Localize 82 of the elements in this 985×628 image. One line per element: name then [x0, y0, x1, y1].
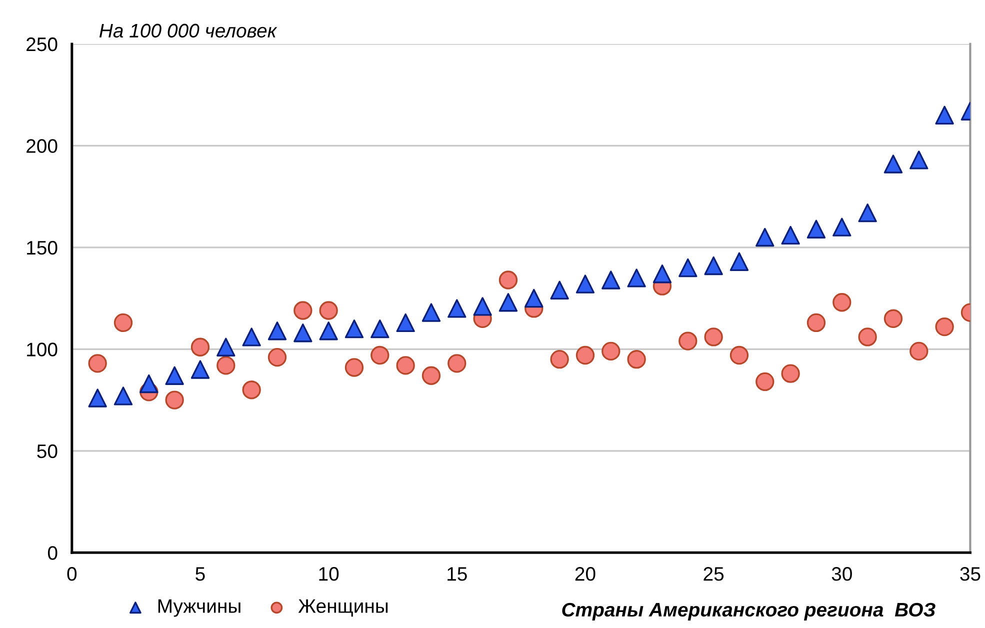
y-tick-label: 0	[48, 546, 58, 560]
point	[678, 258, 698, 278]
point	[242, 380, 261, 400]
x-tick-label: 10	[319, 567, 339, 581]
point	[678, 332, 698, 350]
point	[114, 386, 133, 406]
legend-label: Женщины	[298, 599, 388, 617]
point	[473, 297, 492, 316]
point	[370, 319, 390, 338]
point	[935, 317, 954, 336]
point	[396, 356, 415, 375]
y-tick-label: 50	[37, 444, 58, 458]
x-axis-title: Страны Американского региона ВОЗ	[562, 602, 936, 620]
point	[268, 322, 287, 340]
point	[498, 293, 518, 312]
point	[806, 313, 826, 332]
point	[704, 256, 723, 276]
point	[242, 328, 261, 346]
point	[730, 252, 749, 272]
point	[294, 301, 312, 320]
point	[704, 328, 723, 346]
point	[498, 270, 518, 290]
point	[627, 268, 646, 288]
point	[190, 360, 210, 379]
y-tick-label: 100	[27, 342, 58, 356]
point	[88, 388, 107, 408]
point	[370, 346, 390, 365]
point	[448, 299, 466, 318]
point	[756, 228, 774, 247]
point	[422, 366, 441, 385]
point	[294, 324, 312, 342]
point	[344, 358, 364, 377]
point	[216, 356, 236, 375]
point	[165, 366, 184, 385]
point	[422, 303, 441, 322]
point	[935, 106, 954, 125]
point	[884, 309, 903, 328]
point	[627, 350, 646, 369]
point	[524, 288, 544, 308]
y-tick-label: 250	[26, 37, 58, 52]
point	[448, 354, 466, 373]
point	[806, 220, 826, 238]
point	[550, 350, 569, 369]
point	[602, 342, 620, 361]
point	[781, 364, 800, 383]
x-tick-label: 20	[575, 567, 596, 581]
point	[88, 354, 107, 373]
point	[576, 346, 595, 365]
y-tick-label: 150	[27, 240, 58, 255]
point	[884, 154, 903, 174]
point	[396, 313, 415, 332]
point	[319, 322, 338, 340]
point	[114, 313, 133, 332]
point	[910, 342, 928, 361]
point	[832, 293, 852, 312]
x-tick-label: 35	[960, 567, 980, 581]
point	[858, 204, 877, 222]
x-tick-label: 30	[832, 567, 852, 581]
point	[165, 390, 184, 410]
chart-title: На 100 000 человек	[99, 24, 278, 38]
point	[576, 274, 595, 294]
x-tick-label: 0	[67, 567, 77, 581]
point	[781, 226, 800, 245]
point	[140, 374, 158, 394]
y-tick-label: 200	[26, 139, 58, 153]
point	[756, 372, 774, 392]
x-tick-label: 15	[448, 567, 467, 581]
point	[730, 346, 749, 365]
point	[268, 348, 287, 367]
legend-label: Мужчины	[158, 599, 240, 617]
x-tick-label: 5	[196, 567, 205, 581]
x-tick-label: 25	[704, 567, 724, 581]
point	[832, 218, 852, 236]
point	[910, 150, 928, 170]
point	[550, 280, 569, 300]
point	[858, 328, 877, 346]
point	[216, 338, 236, 356]
point	[190, 338, 210, 356]
point	[602, 270, 620, 290]
point	[319, 301, 338, 320]
point	[344, 319, 364, 338]
point	[652, 264, 672, 284]
